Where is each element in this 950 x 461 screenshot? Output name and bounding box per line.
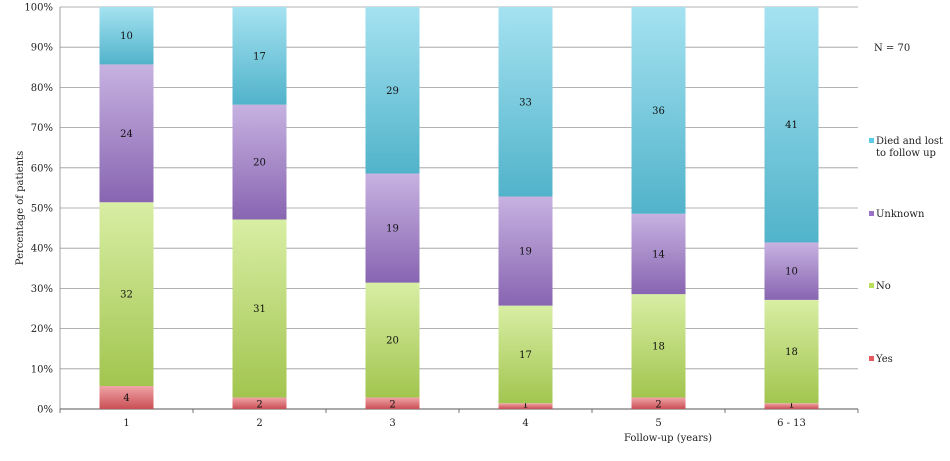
bar-segment-yes xyxy=(99,386,154,409)
bar-segment-unknown xyxy=(99,64,154,203)
x-tick-label: 5 xyxy=(655,418,661,429)
gridlines xyxy=(60,6,858,410)
y-tick-label: 80% xyxy=(31,83,53,94)
y-axis-title: Percentage of patients xyxy=(15,151,26,265)
data-label: 36 xyxy=(652,106,665,117)
y-tick-label: 50% xyxy=(31,204,53,215)
data-label: 17 xyxy=(519,350,532,361)
data-label: 10 xyxy=(120,31,133,42)
data-label: 1 xyxy=(788,400,794,411)
y-tick-label: 10% xyxy=(31,364,53,375)
data-label: 33 xyxy=(519,97,532,108)
bar-segment-yes xyxy=(365,397,420,409)
bar-segment-no xyxy=(764,299,819,404)
y-tick-label: 0% xyxy=(37,405,53,416)
data-label: 29 xyxy=(386,86,399,97)
y-tick-label: 30% xyxy=(31,284,53,295)
legend-label-yes: Yes xyxy=(875,354,893,365)
y-tick-label: 90% xyxy=(31,43,53,54)
x-tick-label: 2 xyxy=(256,418,262,429)
legend-label-died-and-lost-to-follow-up: Died and lost xyxy=(876,136,943,147)
sample-size-annotation: N = 70 xyxy=(874,43,910,54)
bar-segment-no xyxy=(498,305,553,404)
bar-segment-unknown xyxy=(365,173,420,283)
legend-label-unknown: Unknown xyxy=(876,209,925,220)
bar-segment-no xyxy=(232,219,287,398)
x-tick-label: 3 xyxy=(389,418,395,429)
bar-segment-died-and-lost-to-follow-up xyxy=(99,7,154,65)
bar-segment-no xyxy=(99,202,154,387)
legend-swatch-unknown xyxy=(869,211,874,216)
data-label: 20 xyxy=(386,336,399,347)
y-tick-label: 100% xyxy=(24,3,53,14)
data-label: 31 xyxy=(253,304,266,315)
legend-swatch-no xyxy=(869,283,874,288)
bar-segment-yes xyxy=(232,397,287,409)
data-label: 18 xyxy=(785,347,798,358)
x-tick-label: 1 xyxy=(123,418,129,429)
legend-label-no: No xyxy=(876,281,891,292)
data-label: 32 xyxy=(120,290,133,301)
bar-segment-yes xyxy=(764,403,819,409)
legend-swatch-yes xyxy=(869,356,874,361)
data-label: 2 xyxy=(389,400,395,411)
bar-segment-died-and-lost-to-follow-up xyxy=(365,7,420,174)
bar-segment-no xyxy=(365,282,420,398)
data-label: 20 xyxy=(253,158,266,169)
data-label: 18 xyxy=(652,341,665,352)
x-axis-title: Follow-up (years) xyxy=(624,433,712,444)
bar-segment-died-and-lost-to-follow-up xyxy=(631,7,686,214)
data-label: 19 xyxy=(519,247,532,258)
bar-segment-died-and-lost-to-follow-up xyxy=(498,7,553,197)
bar-segment-died-and-lost-to-follow-up xyxy=(764,7,819,243)
bar-segment-yes xyxy=(631,397,686,409)
data-label: 41 xyxy=(785,120,798,131)
data-label: 2 xyxy=(256,400,262,411)
bar-segment-unknown xyxy=(631,213,686,295)
data-label: 14 xyxy=(652,249,665,260)
data-label: 24 xyxy=(120,129,133,140)
x-tick-label: 4 xyxy=(522,418,528,429)
y-tick-label: 60% xyxy=(31,163,53,174)
data-label: 10 xyxy=(785,267,798,278)
legend-swatch-died-and-lost-to-follow-up xyxy=(869,138,874,143)
data-label: 19 xyxy=(386,224,399,235)
data-label: 17 xyxy=(253,51,266,62)
y-tick-label: 70% xyxy=(31,123,53,134)
bar-segment-unknown xyxy=(764,242,819,300)
bar-segment-unknown xyxy=(232,104,287,220)
bar-segment-unknown xyxy=(498,196,553,306)
bar-segment-died-and-lost-to-follow-up xyxy=(232,7,287,105)
y-tick-label: 40% xyxy=(31,244,53,255)
y-tick-label: 20% xyxy=(31,324,53,335)
x-tick-label: 6 - 13 xyxy=(777,418,806,429)
data-label: 4 xyxy=(123,393,129,404)
bar-segment-yes xyxy=(498,403,553,409)
bar-segment-no xyxy=(631,294,686,398)
legend-label-died-and-lost-to-follow-up: to follow up xyxy=(876,148,936,159)
data-label: 2 xyxy=(655,400,661,411)
data-label: 1 xyxy=(522,400,528,411)
